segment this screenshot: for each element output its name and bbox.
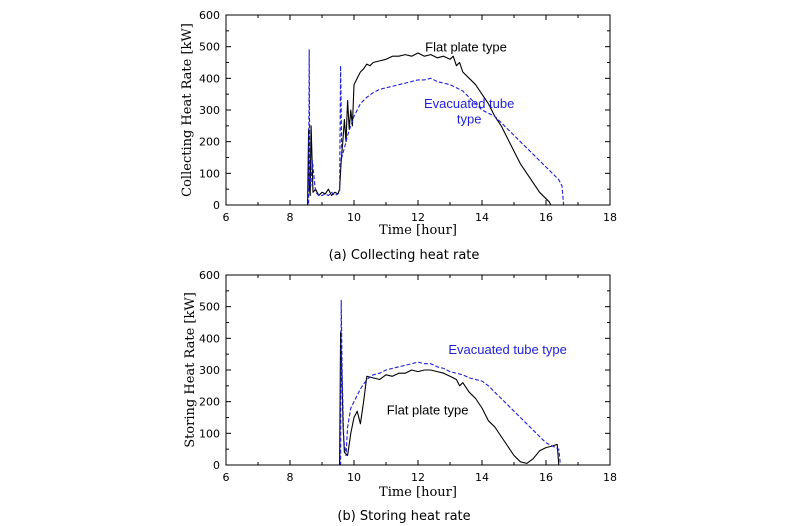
chart-b-annotation-1: Flat plate type [387,402,469,417]
chart-b-y-axis-label: Storing Heat Rate [kW] [183,292,198,448]
chart-b-yticklabel-200: 200 [199,396,220,409]
chart-a-xticklabel-18: 18 [603,211,617,224]
chart-b-annotations: Evacuated tube type Flat plate type [387,342,567,417]
chart-b-series-flat [226,331,610,466]
chart-b-xticklabel-18: 18 [603,471,617,484]
chart-b-yticklabel-500: 500 [199,301,220,314]
chart-b-yticklabel-300: 300 [199,364,220,377]
chart-a-series-evac [226,49,610,206]
chart-b-yticklabel-100: 100 [199,427,220,440]
chart-a-yticklabel-400: 400 [199,72,220,85]
chart-a-annotation-2: type [457,111,482,126]
chart-a-plot [225,14,611,206]
chart-a-ticklabels: 6 8 10 12 14 16 18 0 100 200 300 400 500 600 [199,9,617,224]
chart-b-xticklabel-14: 14 [475,471,489,484]
chart-a-xticklabel-8: 8 [287,211,294,224]
chart-b-ticklabels: 6 8 10 12 14 16 18 0 100 200 300 400 500 600 [199,269,617,484]
chart-storing: 6 8 10 12 14 16 18 0 100 200 300 400 500 600 Evacuate… [183,269,617,524]
chart-a-yticklabel-300: 300 [199,104,220,117]
chart-a-series [226,49,610,206]
chart-b-yticklabel-0: 0 [213,459,220,472]
chart-a-xticklabel-12: 12 [411,211,425,224]
chart-b-yticklabel-400: 400 [199,332,220,345]
chart-a-caption: (a) Collecting heat rate [329,248,480,263]
chart-b-plot [225,274,611,466]
chart-b-caption: (b) Storing heat rate [337,509,470,524]
chart-b-series [226,299,610,466]
chart-b-xticklabel-12: 12 [411,471,425,484]
chart-a-series-flat [226,52,610,206]
chart-a-annotation-0: Flat plate type [425,39,507,54]
chart-a-yticklabel-500: 500 [199,41,220,54]
chart-b-annotation-0: Evacuated tube type [448,342,567,357]
chart-a-yticklabel-200: 200 [199,136,220,149]
chart-b-series-evac [226,299,610,466]
chart-b-frame [225,274,611,466]
chart-collecting: 6 8 10 12 14 16 18 0 100 200 300 400 500 600 Flat pla… [180,9,617,263]
chart-b-yticklabel-600: 600 [199,269,220,282]
chart-b-xticklabel-16: 16 [539,471,553,484]
chart-a-xticklabel-6: 6 [223,211,230,224]
chart-a-tickmarks [225,14,611,206]
chart-a-x-axis-label: Time [hour] [379,223,457,238]
chart-a-yticklabel-0: 0 [213,199,220,212]
chart-a-yticklabel-100: 100 [199,167,220,180]
chart-a-xticklabel-10: 10 [347,211,361,224]
chart-b-xticklabel-10: 10 [347,471,361,484]
chart-b-x-axis-label: Time [hour] [379,485,457,500]
chart-b-tickmarks [225,274,611,466]
chart-a-yticklabel-600: 600 [199,9,220,22]
chart-a-frame [225,14,611,206]
chart-b-xticklabel-8: 8 [287,471,294,484]
chart-a-xticklabel-14: 14 [475,211,489,224]
chart-a-xticklabel-16: 16 [539,211,553,224]
chart-a-annotation-1: Evacuated tube [424,96,514,111]
chart-b-xticklabel-6: 6 [223,471,230,484]
chart-a-y-axis-label: Collecting Heat Rate [kW] [180,23,195,197]
